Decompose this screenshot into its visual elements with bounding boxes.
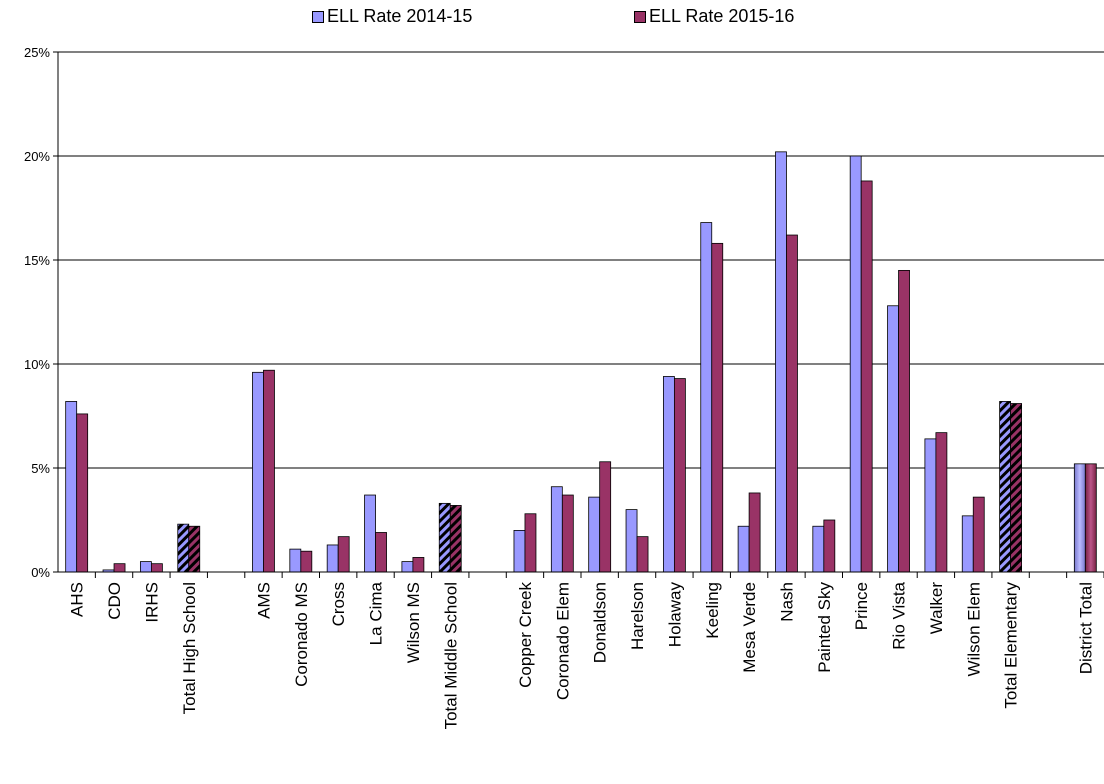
legend-item-series-2: ELL Rate 2015-16 (634, 6, 794, 27)
bar-series-2 (1010, 403, 1023, 573)
bar-series-2 (300, 550, 313, 573)
x-tick-label: Copper Creek (516, 582, 535, 688)
bar-series-2 (860, 180, 873, 573)
bar-series-1 (550, 486, 563, 573)
bar-series-1 (513, 530, 526, 573)
bar-series-1 (961, 515, 974, 573)
bar-series-1 (700, 222, 713, 573)
y-axis: 0% 5% 10% 15% 20% 25% (24, 45, 59, 580)
bar-series-2 (76, 413, 89, 573)
bar-series-2 (636, 536, 649, 573)
x-tick-label: Coronado MS (292, 582, 311, 687)
bar-series-1 (812, 525, 825, 573)
bar-series-2 (524, 513, 537, 573)
x-tick-label: Holaway (665, 582, 684, 648)
bar-series-1 (999, 401, 1012, 573)
x-tick-label: AMS (254, 582, 273, 619)
x-tick-label: Painted Sky (815, 582, 834, 673)
bar-series-1 (401, 561, 414, 573)
bar-series-2 (823, 519, 836, 573)
bar-series-2 (935, 432, 948, 573)
y-tick-label: 10% (24, 357, 50, 372)
bar-series-1 (1073, 463, 1086, 573)
bar-series-2 (599, 461, 612, 573)
y-tick-label: 25% (24, 45, 50, 60)
legend-label-series-2: ELL Rate 2015-16 (649, 6, 795, 26)
bar-series-1 (775, 151, 787, 573)
x-tick-label: District Total (1076, 582, 1095, 674)
bar-series-2 (561, 494, 574, 573)
bar-series-1 (364, 494, 376, 573)
bar-series-2 (673, 378, 686, 573)
x-tick-label: Total Middle School (441, 582, 460, 729)
legend-swatch-series-2 (634, 10, 646, 23)
x-axis: AHS CDO IRHS Total High School AMS Coronado M… (58, 571, 1104, 729)
bar-series-1 (252, 371, 264, 573)
bar-series-2 (412, 557, 425, 573)
x-tick-label: Walker (927, 582, 946, 635)
x-tick-label: Nash (777, 582, 796, 622)
bar-series-1 (438, 502, 451, 573)
x-tick-label: Keeling (703, 582, 722, 639)
bar-series-1 (737, 525, 750, 573)
x-tick-label: Wilson MS (404, 582, 423, 663)
bar-series-1 (849, 155, 862, 573)
x-tick-label: Cross (329, 582, 348, 626)
bars (65, 151, 1097, 573)
bar-series-2 (449, 505, 462, 573)
bar-series-2 (188, 525, 201, 573)
bar-series-2 (972, 496, 985, 573)
bar-series-1 (177, 523, 190, 573)
bar-series-1 (326, 544, 339, 573)
bar-series-1 (289, 548, 302, 573)
x-tick-label: Total Elementary (1002, 582, 1021, 709)
x-tick-label: Harelson (628, 582, 647, 650)
bar-series-2 (711, 242, 724, 573)
bar-series-1 (887, 305, 899, 573)
bar-series-2 (337, 536, 350, 573)
bar-series-2 (786, 234, 798, 573)
x-tick-label: Donaldson (591, 582, 610, 663)
bar-series-2 (150, 563, 163, 573)
bar-series-2 (898, 269, 910, 573)
legend-label-series-1: ELL Rate 2014-15 (327, 6, 473, 26)
x-tick-label: La Cima (367, 581, 386, 645)
bar-series-2 (375, 532, 387, 573)
x-tick-label: Total High School (180, 582, 199, 714)
bar-series-1 (588, 496, 601, 573)
bar-series-1 (924, 438, 937, 573)
y-tick-label: 20% (24, 149, 50, 164)
x-tick-label: Wilson Elem (964, 582, 983, 676)
gridlines (58, 51, 1104, 469)
bar-series-2 (1084, 463, 1097, 573)
x-tick-label: Mesa Verde (740, 582, 759, 673)
x-tick-label: Prince (852, 582, 871, 630)
bar-series-2 (263, 369, 275, 573)
x-tick-label: AHS (68, 582, 87, 617)
bar-series-2 (113, 563, 126, 573)
bar-series-1 (139, 561, 152, 573)
bar-series-1 (65, 401, 78, 573)
x-tick-label: CDO (105, 582, 124, 620)
bar-series-1 (625, 509, 638, 573)
x-tick-label: Coronado Elem (553, 582, 572, 700)
x-tick-label: Rio Vista (890, 581, 909, 649)
bar-series-2 (748, 492, 761, 573)
legend-item-series-1: ELL Rate 2014-15 (312, 6, 472, 27)
y-tick-label: 15% (24, 253, 50, 268)
y-tick-label: 0% (31, 565, 50, 580)
x-tick-label: IRHS (142, 582, 161, 623)
y-tick-label: 5% (31, 461, 50, 476)
chart-legend: ELL Rate 2014-15 ELL Rate 2015-16 (0, 6, 1104, 32)
legend-swatch-series-1 (312, 10, 324, 23)
bar-series-1 (662, 376, 675, 573)
